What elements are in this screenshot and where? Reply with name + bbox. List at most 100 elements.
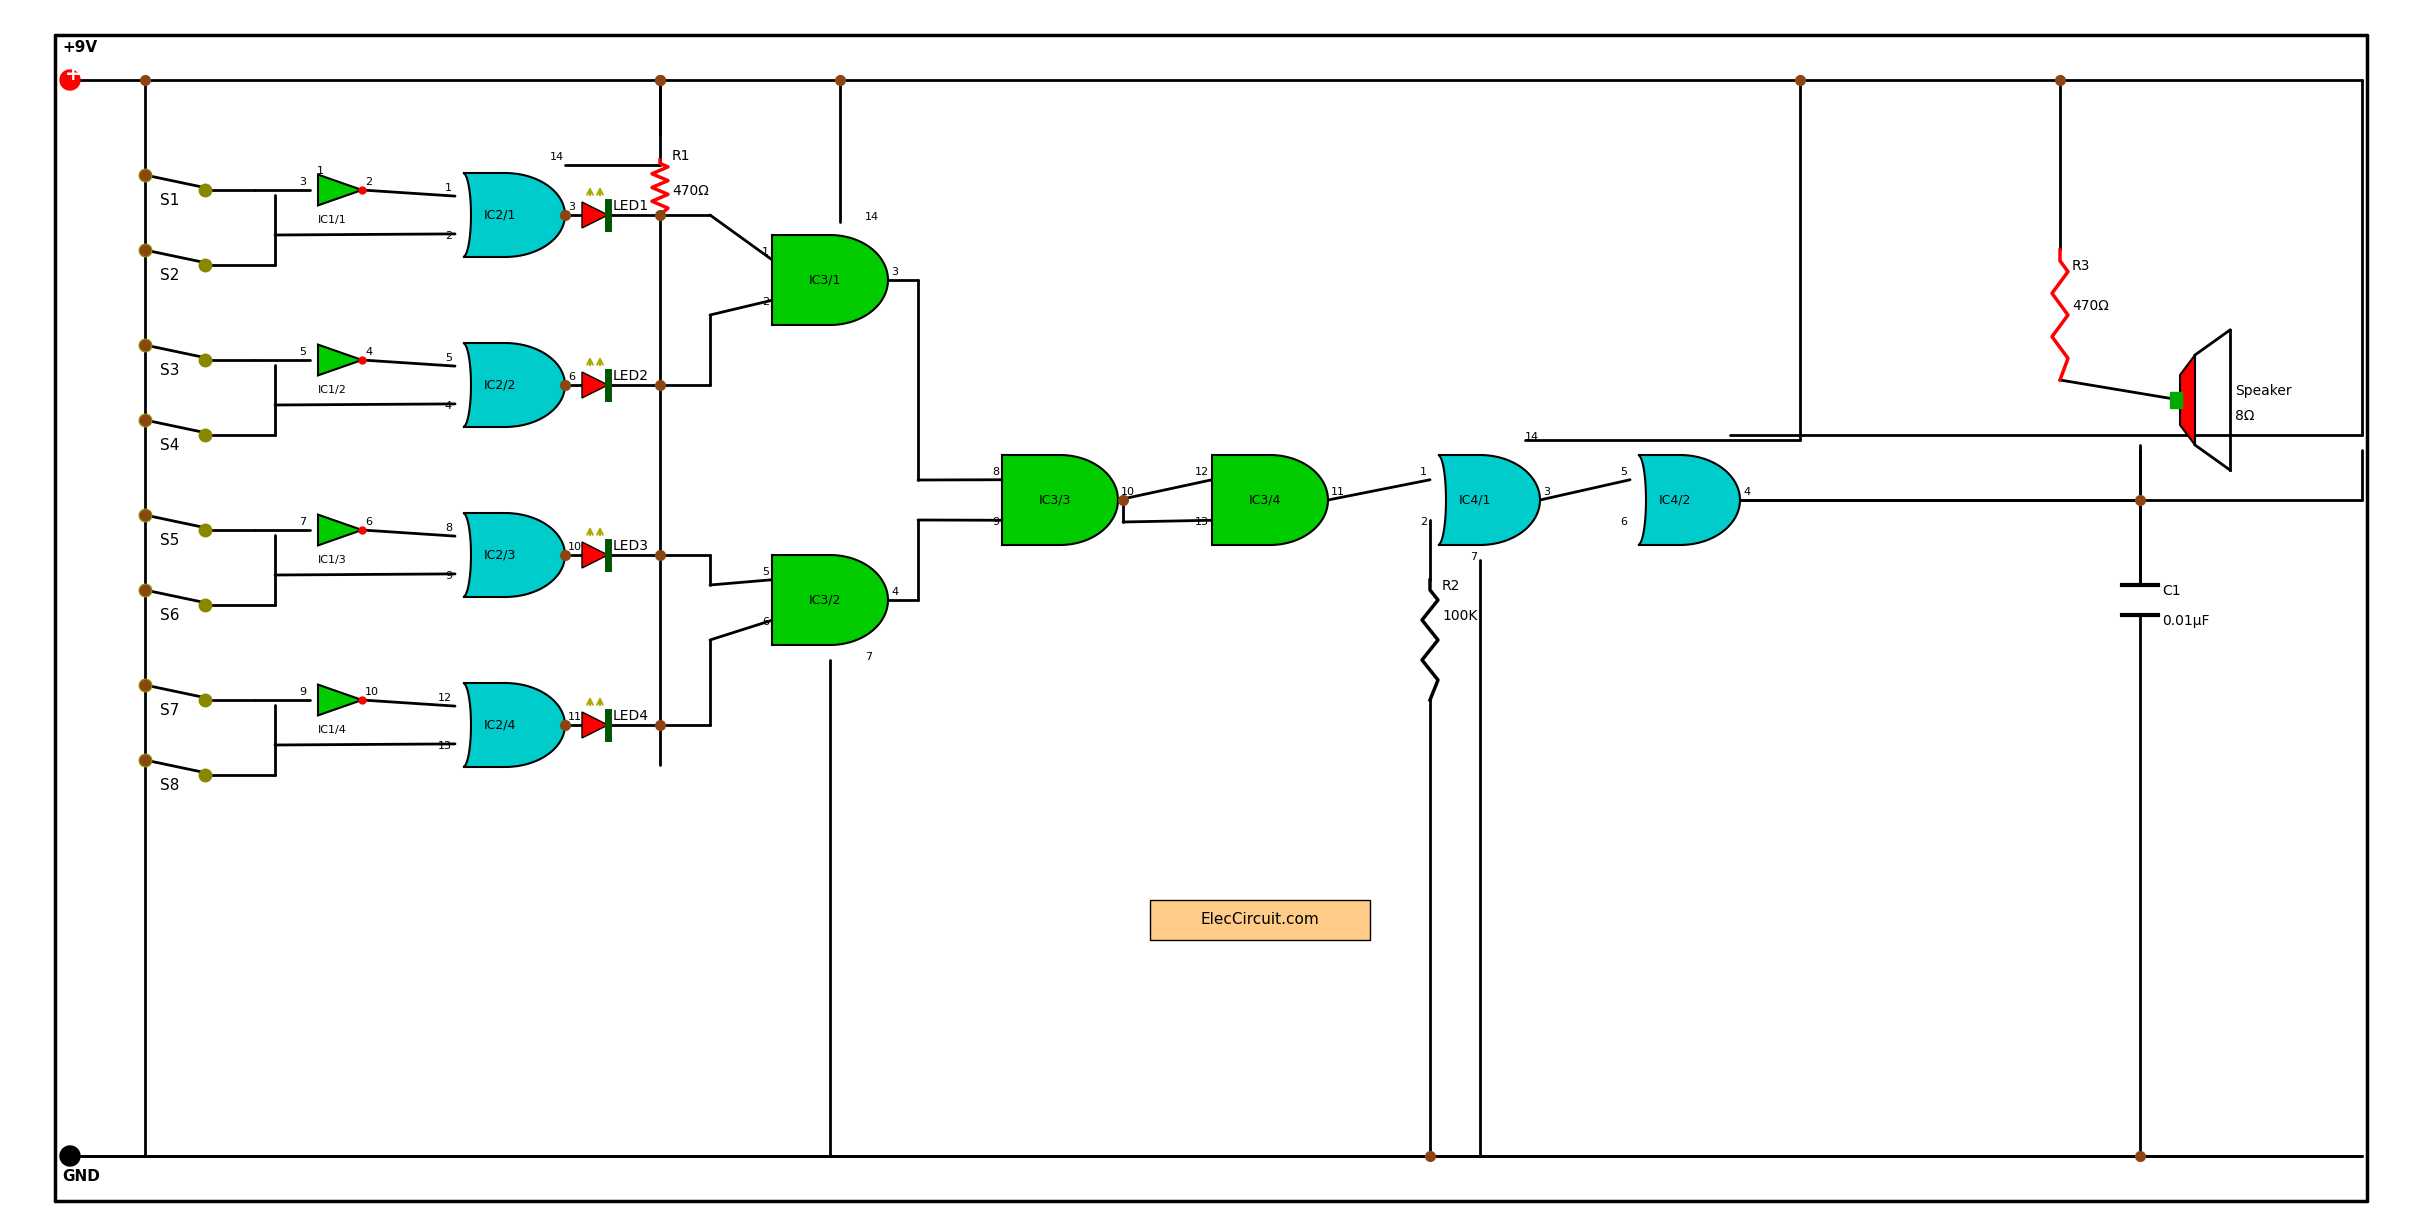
Text: 13: 13 xyxy=(1194,517,1209,527)
Text: S4: S4 xyxy=(160,438,179,453)
Circle shape xyxy=(61,1146,80,1166)
Text: 1: 1 xyxy=(317,166,325,176)
Text: LED1: LED1 xyxy=(613,199,649,213)
Text: 470Ω: 470Ω xyxy=(2071,299,2110,313)
Text: 8Ω: 8Ω xyxy=(2236,409,2255,423)
Text: S7: S7 xyxy=(160,703,179,718)
Text: 12: 12 xyxy=(1194,467,1209,476)
Text: 1: 1 xyxy=(446,183,453,193)
Text: R2: R2 xyxy=(1441,579,1460,593)
Polygon shape xyxy=(463,343,564,427)
Polygon shape xyxy=(581,202,608,228)
Polygon shape xyxy=(317,515,361,545)
Text: 5: 5 xyxy=(1620,467,1628,476)
Text: 0.01μF: 0.01μF xyxy=(2163,614,2209,628)
Text: LED3: LED3 xyxy=(613,539,649,553)
Text: 5: 5 xyxy=(446,353,453,363)
Polygon shape xyxy=(317,175,361,206)
Text: 10: 10 xyxy=(1121,487,1136,497)
Text: 2: 2 xyxy=(1419,517,1427,527)
Text: 3: 3 xyxy=(1543,487,1550,497)
Text: C1: C1 xyxy=(2163,583,2180,598)
Text: IC1/4: IC1/4 xyxy=(317,725,346,735)
Text: 10: 10 xyxy=(366,687,378,697)
Text: IC1/3: IC1/3 xyxy=(317,555,346,565)
Text: 9: 9 xyxy=(993,517,998,527)
Polygon shape xyxy=(773,555,889,645)
Text: LED4: LED4 xyxy=(613,709,649,723)
Text: 2: 2 xyxy=(366,177,373,187)
Text: S2: S2 xyxy=(160,268,179,283)
Text: 6: 6 xyxy=(763,617,770,628)
Text: IC3/2: IC3/2 xyxy=(809,593,840,607)
Text: 8: 8 xyxy=(993,467,998,476)
Polygon shape xyxy=(463,513,564,597)
Polygon shape xyxy=(581,372,608,398)
Text: 2: 2 xyxy=(446,231,453,241)
Text: 12: 12 xyxy=(438,693,453,703)
Text: 13: 13 xyxy=(438,741,453,751)
Text: 3: 3 xyxy=(891,267,899,277)
Text: ElecCircuit.com: ElecCircuit.com xyxy=(1201,912,1320,927)
Polygon shape xyxy=(773,235,889,325)
Text: S6: S6 xyxy=(160,608,179,623)
Text: 4: 4 xyxy=(1744,487,1751,497)
Polygon shape xyxy=(1003,455,1119,545)
Text: 2: 2 xyxy=(763,297,770,308)
Text: 9: 9 xyxy=(446,571,453,581)
Text: 11: 11 xyxy=(1332,487,1344,497)
Text: 1: 1 xyxy=(763,246,770,257)
Text: S5: S5 xyxy=(160,533,179,548)
Text: Speaker: Speaker xyxy=(2236,384,2291,398)
Text: R1: R1 xyxy=(671,149,690,162)
Text: IC3/4: IC3/4 xyxy=(1250,494,1281,506)
Bar xyxy=(2170,391,2182,407)
Text: IC4/1: IC4/1 xyxy=(1458,494,1492,506)
Polygon shape xyxy=(1637,455,1739,545)
Text: LED2: LED2 xyxy=(613,369,649,383)
Text: R3: R3 xyxy=(2071,259,2090,273)
Polygon shape xyxy=(581,712,608,739)
Polygon shape xyxy=(317,345,361,375)
Text: 4: 4 xyxy=(891,587,899,597)
Text: 6: 6 xyxy=(1620,517,1628,527)
Text: IC3/1: IC3/1 xyxy=(809,273,840,287)
Text: 5: 5 xyxy=(298,347,305,357)
Polygon shape xyxy=(463,683,564,767)
Text: S3: S3 xyxy=(160,363,179,378)
Bar xyxy=(1150,900,1371,940)
Text: IC2/1: IC2/1 xyxy=(484,208,516,222)
Circle shape xyxy=(61,70,80,90)
Polygon shape xyxy=(463,174,564,257)
Text: GND: GND xyxy=(63,1169,99,1184)
Text: 7: 7 xyxy=(298,517,305,527)
Text: 10: 10 xyxy=(569,542,581,551)
Polygon shape xyxy=(1211,455,1327,545)
Text: 4: 4 xyxy=(366,347,373,357)
Text: 7: 7 xyxy=(865,652,872,662)
Text: 6: 6 xyxy=(569,372,574,382)
Polygon shape xyxy=(2180,355,2194,444)
Text: S8: S8 xyxy=(160,778,179,793)
Text: IC2/2: IC2/2 xyxy=(484,378,516,391)
Polygon shape xyxy=(581,542,608,567)
Text: 5: 5 xyxy=(763,566,770,577)
Text: 4: 4 xyxy=(446,401,453,411)
Text: 9: 9 xyxy=(298,687,305,697)
Text: 1: 1 xyxy=(1419,467,1427,476)
Text: 470Ω: 470Ω xyxy=(671,183,710,198)
Text: +9V: +9V xyxy=(63,39,97,55)
Polygon shape xyxy=(1439,455,1540,545)
Text: 7: 7 xyxy=(1470,551,1477,563)
Text: 11: 11 xyxy=(569,712,581,723)
Text: IC1/1: IC1/1 xyxy=(317,215,346,225)
Text: IC3/3: IC3/3 xyxy=(1039,494,1071,506)
Text: 8: 8 xyxy=(446,523,453,533)
Text: 14: 14 xyxy=(550,151,564,162)
Text: 6: 6 xyxy=(366,517,373,527)
Text: 100K: 100K xyxy=(1441,609,1477,623)
Text: 3: 3 xyxy=(569,202,574,212)
Text: IC1/2: IC1/2 xyxy=(317,385,346,395)
Text: IC4/2: IC4/2 xyxy=(1659,494,1691,506)
Text: S1: S1 xyxy=(160,193,179,208)
